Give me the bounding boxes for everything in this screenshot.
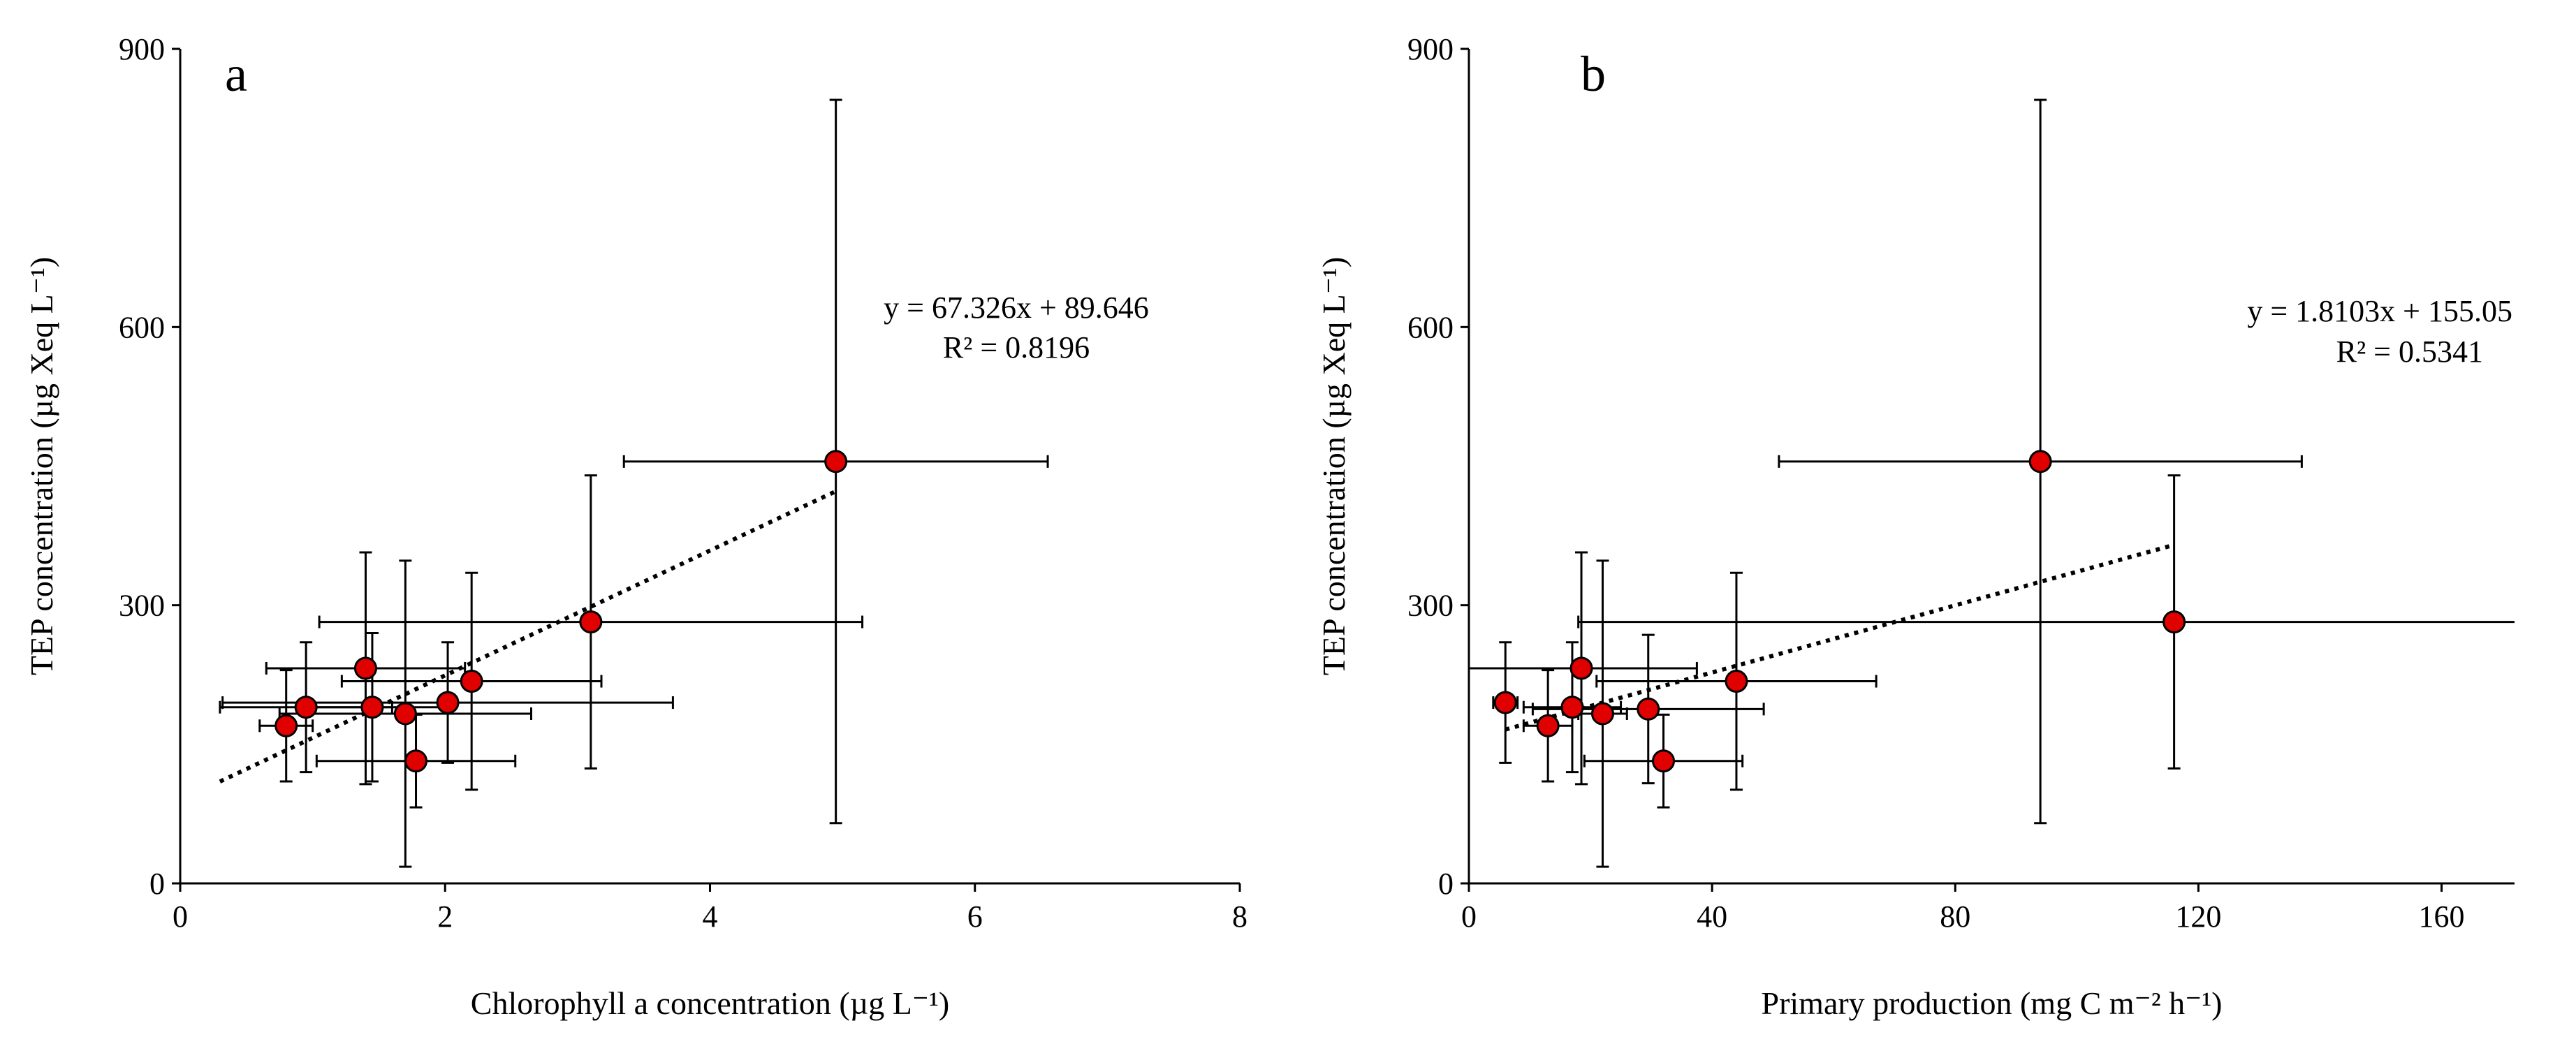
panel-a: 0 300 600 900 0 2 4 6 8 Chlorophyll a concentrati… — [24, 32, 1247, 1021]
data-point — [353, 656, 377, 680]
data-point — [824, 450, 848, 473]
r-squared-label: R² = 0.5341 — [2336, 334, 2483, 369]
data-point — [1569, 656, 1593, 680]
x-tick-label: 120 — [2175, 899, 2221, 934]
x-tick-label: 6 — [967, 899, 983, 934]
r-squared-label: R² = 0.8196 — [943, 330, 1090, 365]
x-tick-label: 8 — [1232, 899, 1247, 934]
data-point — [1637, 697, 1660, 721]
data-point — [436, 691, 460, 714]
x-axis-title: Primary production (mg C m⁻² h⁻¹) — [1761, 985, 2222, 1021]
data-point — [1493, 691, 1517, 714]
data-point — [393, 702, 417, 726]
trendline — [1505, 543, 2175, 732]
x-tick-label: 0 — [173, 899, 188, 934]
x-axis-title: Chlorophyll a concentration (µg L⁻¹) — [471, 985, 949, 1021]
data-point — [579, 610, 603, 634]
x-tick-label: 2 — [437, 899, 453, 934]
y-tick-label: 300 — [119, 589, 165, 623]
data-point — [294, 696, 318, 719]
data-point — [404, 749, 428, 773]
data-point — [1536, 714, 1560, 737]
data-point — [1590, 702, 1614, 726]
trendline — [219, 489, 837, 784]
data-point — [1652, 749, 1676, 773]
data-point — [2162, 610, 2186, 634]
y-axis-title: TEP concentration (µg Xeq L⁻¹) — [1316, 257, 1352, 675]
x-tick-label: 4 — [703, 899, 718, 934]
y-tick-label: 900 — [1407, 32, 1454, 66]
data-point — [1560, 696, 1584, 719]
data-point — [2028, 450, 2052, 473]
x-tick-label: 0 — [1461, 899, 1477, 934]
x-tick-label: 40 — [1697, 899, 1727, 934]
y-axis-title: TEP concentration (µg Xeq L⁻¹) — [24, 257, 59, 675]
data-point — [460, 670, 483, 693]
data-point — [360, 696, 384, 719]
y-tick-label: 600 — [1407, 310, 1454, 344]
regression-equation: y = 67.326x + 89.646 — [884, 291, 1149, 325]
panel-b: 0 300 600 900 0 40 80 120 160 Primary production … — [1316, 32, 2515, 1021]
data-point — [1725, 670, 1748, 693]
regression-equation: y = 1.8103x + 155.05 — [2247, 294, 2512, 328]
y-tick-label: 600 — [119, 310, 165, 344]
panel-letter: a — [225, 46, 247, 102]
panel-letter: b — [1581, 46, 1606, 102]
y-tick-label: 900 — [119, 32, 165, 66]
y-tick-label: 300 — [1407, 589, 1454, 623]
x-tick-label: 80 — [1940, 899, 1970, 934]
y-tick-label: 0 — [1438, 867, 1454, 901]
y-tick-label: 0 — [149, 867, 165, 901]
data-point — [275, 714, 298, 737]
error-bar — [1577, 474, 2515, 770]
x-tick-label: 160 — [2419, 899, 2465, 934]
